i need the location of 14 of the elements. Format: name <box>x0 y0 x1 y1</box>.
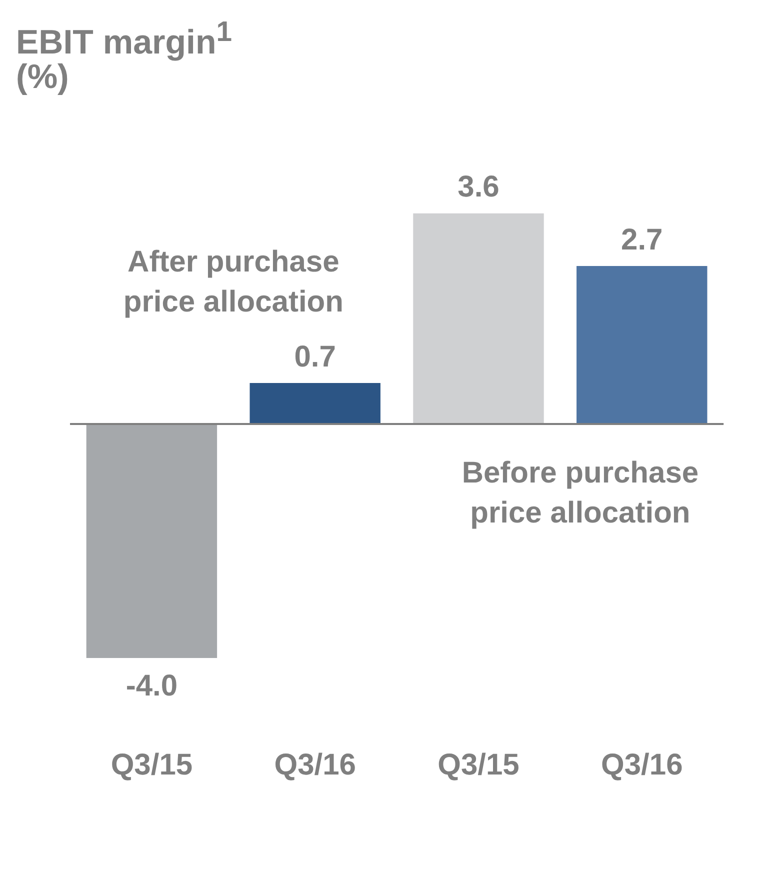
data-label: -4.0 <box>126 669 178 702</box>
x-tick-label: Q3/16 <box>274 748 356 782</box>
data-label: 0.7 <box>294 340 336 374</box>
bar <box>576 266 708 424</box>
x-tick-label: Q3/16 <box>601 748 683 782</box>
bar <box>86 424 218 658</box>
bar <box>413 213 544 424</box>
x-tick-label: Q3/15 <box>110 748 193 782</box>
data-label: 3.6 <box>458 170 500 204</box>
annotation: After purchase price allocation <box>123 245 344 318</box>
bar <box>250 383 380 424</box>
data-label: 2.7 <box>621 223 663 256</box>
x-tick-label: Q3/15 <box>438 748 520 782</box>
annotation: Before purchase price allocation <box>462 456 699 530</box>
